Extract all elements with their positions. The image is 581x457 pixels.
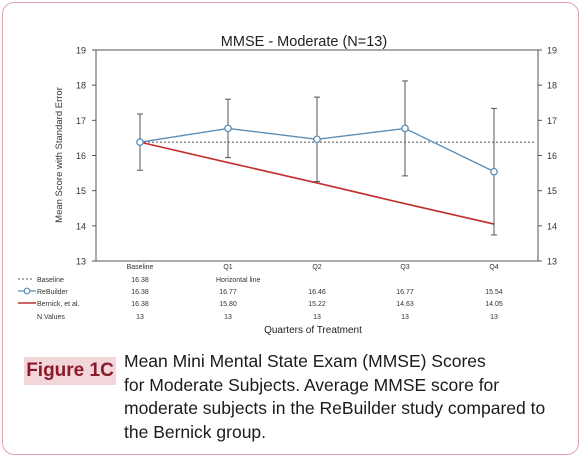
y-tick-label-right: 16: [547, 151, 557, 161]
caption-line: Mean Mini Mental State Exam (MMSE) Score…: [124, 351, 486, 371]
y-tick-label-right: 14: [547, 221, 557, 231]
rebuilder-point: [136, 138, 144, 146]
table-value: 16.46: [308, 289, 326, 296]
y-tick-label: 19: [76, 46, 86, 56]
table-value: 16.77: [219, 289, 237, 296]
table-value: Horizontal line: [216, 277, 260, 284]
y-tick-label: 15: [76, 186, 86, 196]
y-tick-label: 17: [76, 116, 86, 126]
n-value: 13: [401, 314, 409, 321]
n-value: 13: [490, 314, 498, 321]
y-tick-label: 18: [76, 81, 86, 91]
table-value: 14.63: [396, 301, 414, 308]
table-value: 15.22: [308, 301, 326, 308]
category-label: Q3: [400, 264, 409, 271]
y-tick-label: 14: [76, 221, 86, 231]
y-tick-label-right: 19: [547, 46, 557, 56]
category-label: Q1: [223, 264, 232, 271]
y-tick-label-right: 17: [547, 116, 557, 126]
category-label: Q4: [489, 264, 498, 271]
y-tick-label-right: 15: [547, 186, 557, 196]
n-value: 13: [313, 314, 321, 321]
y-tick-label-right: 13: [547, 257, 557, 267]
n-value: 13: [136, 314, 144, 321]
table-value: 16.77: [396, 289, 414, 296]
rebuilder-point: [401, 124, 409, 133]
y-tick-label: 16: [76, 151, 86, 161]
table-value: 16.38: [131, 289, 149, 296]
figure-caption: Mean Mini Mental State Exam (MMSE) Score…: [124, 350, 560, 444]
category-label: Baseline: [127, 264, 154, 271]
x-axis-label: Quarters of Treatment: [264, 325, 362, 336]
table-row-label: N Values: [37, 314, 65, 321]
y-tick-label: 13: [76, 257, 86, 267]
rebuilder-point: [313, 135, 321, 144]
y-axis-label: Mean Score with Standard Error: [54, 87, 65, 223]
table-value: 15.80: [219, 301, 237, 308]
rebuilder-point: [224, 124, 232, 133]
caption-line: for Moderate Subjects. Average MMSE scor…: [124, 374, 500, 395]
caption-line: moderate subjects in the ReBuilder study…: [124, 398, 546, 418]
legend-series-name: Bernick, et al.: [37, 301, 79, 308]
table-value: 16.38: [131, 277, 149, 284]
legend-series-name: Baseline: [37, 277, 64, 284]
caption-line: the Bernick group.: [124, 421, 267, 442]
legend-symbol-rebuilder-marker: [23, 287, 31, 295]
legend-series-name: ReBuilder: [37, 289, 68, 296]
table-value: 15.54: [485, 289, 503, 296]
n-value: 13: [224, 314, 232, 321]
rebuilder-point: [490, 167, 498, 176]
y-tick-label-right: 18: [547, 81, 557, 91]
table-value: 16.38: [131, 301, 149, 308]
chart-title: MMSE - Moderate (N=13): [221, 34, 387, 50]
bernick-line: [139, 141, 495, 225]
table-value: 14.05: [485, 301, 503, 308]
category-label: Q2: [312, 264, 321, 271]
figure-label: Figure 1C: [24, 357, 116, 385]
